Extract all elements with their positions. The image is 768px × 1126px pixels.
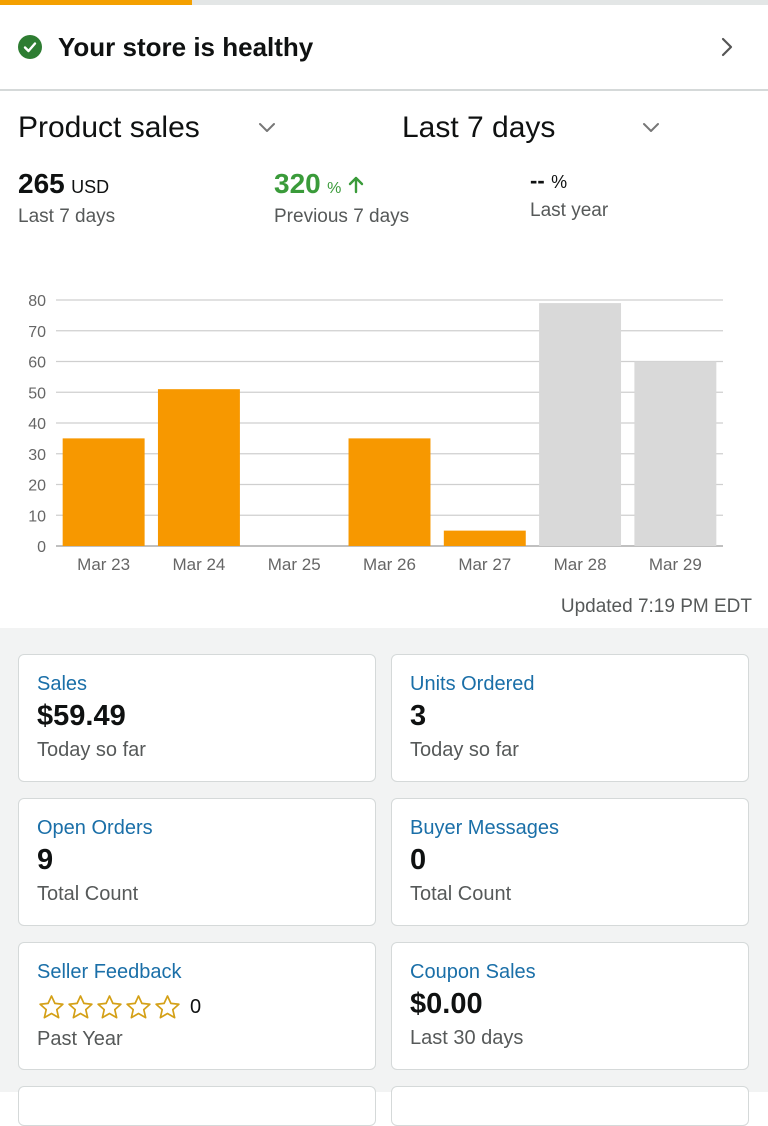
metrics-area: Sales $59.49 Today so far Units Ordered …: [0, 628, 768, 1126]
card-title: Open Orders: [37, 817, 153, 839]
star-outline-icon: [68, 994, 93, 1018]
sales-card[interactable]: Sales $59.49 Today so far: [18, 654, 376, 782]
loading-progress-bar: [0, 0, 768, 5]
arrow-up-icon: [348, 176, 364, 194]
date-range-dropdown-label: Last 7 days: [402, 111, 556, 144]
stat-previous-value: 320: [274, 168, 321, 199]
units-ordered-card[interactable]: Units Ordered 3 Today so far: [391, 654, 749, 782]
stat-last-year: -- % Last year: [530, 168, 608, 222]
star-outline-icon: [155, 994, 180, 1018]
y-tick-label: 10: [28, 508, 46, 525]
stat-previous-unit: %: [327, 180, 342, 197]
card-title: Seller Feedback: [37, 961, 182, 983]
x-tick-label: Mar 26: [363, 555, 416, 574]
star-rating: 0: [37, 990, 357, 1024]
card-value: 9: [37, 844, 54, 876]
y-tick-label: 80: [28, 293, 46, 310]
chevron-down-icon: [643, 123, 659, 132]
stat-previous: 320 % Previous 7 days: [274, 168, 409, 228]
progress-fill: [0, 0, 192, 5]
card-title: Units Ordered: [410, 673, 535, 695]
stat-previous-label: Previous 7 days: [274, 206, 410, 227]
stat-current-value: 265: [18, 168, 65, 199]
stat-last-year-value: --: [530, 168, 545, 193]
stat-last-year-unit: %: [551, 172, 568, 192]
bar: [62, 438, 145, 546]
x-tick-label: Mar 29: [649, 555, 702, 574]
card-subtitle: Total Count: [410, 883, 512, 905]
y-tick-label: 40: [28, 416, 46, 433]
card-title: Sales: [37, 673, 88, 695]
card-value: 0: [410, 844, 427, 876]
x-tick-label: Mar 27: [458, 555, 511, 574]
y-tick-label: 20: [28, 478, 46, 495]
coupon-sales-card[interactable]: Coupon Sales $0.00 Last 30 days: [391, 942, 749, 1070]
next-card-partial[interactable]: [18, 1086, 376, 1126]
x-tick-label: Mar 24: [172, 555, 225, 574]
card-subtitle: Today so far: [410, 739, 519, 761]
sales-summary: 265 USD Last 7 days 320 % Previous 7 day…: [0, 168, 768, 238]
x-tick-label: Mar 25: [268, 555, 321, 574]
star-outline-icon: [126, 994, 151, 1018]
metric-dropdown[interactable]: Product sales: [18, 104, 288, 152]
feedback-count: 0: [190, 995, 202, 1018]
bar: [348, 438, 431, 546]
card-subtitle: Total Count: [37, 883, 139, 905]
next-card-partial[interactable]: [391, 1086, 749, 1126]
check-circle-icon: [18, 35, 42, 59]
x-tick-label: Mar 23: [77, 555, 130, 574]
card-subtitle: Today so far: [37, 739, 146, 761]
date-range-dropdown[interactable]: Last 7 days: [402, 104, 672, 152]
bar: [539, 303, 622, 546]
sales-bar-chart: 0 10 20 30 40 50 60 70 80 Mar 23 Mar 24 Mar 25 Mar 2…: [0, 285, 768, 585]
star-outline-icon: [97, 994, 122, 1018]
chevron-right-icon[interactable]: [714, 34, 740, 60]
store-health-title: Your store is healthy: [58, 31, 314, 62]
x-tick-label: Mar 28: [554, 555, 607, 574]
sales-bar-chart-svg: 0 10 20 30 40 50 60 70 80 Mar 23 Mar 24 Mar 25 Mar 2…: [28, 293, 723, 574]
y-tick-label: 0: [37, 539, 46, 556]
y-tick-label: 60: [28, 355, 46, 372]
stat-current-label: Last 7 days: [18, 206, 116, 227]
y-tick-label: 30: [28, 447, 46, 464]
report-selectors: Product sales Last 7 days: [0, 104, 768, 152]
card-title: Buyer Messages: [410, 817, 559, 839]
bar: [443, 530, 526, 546]
buyer-messages-card[interactable]: Buyer Messages 0 Total Count: [391, 798, 749, 926]
y-tick-label: 50: [28, 385, 46, 402]
bar: [634, 361, 717, 546]
open-orders-card[interactable]: Open Orders 9 Total Count: [18, 798, 376, 926]
stat-last-year-label: Last year: [530, 200, 609, 221]
updated-timestamp: Updated 7:19 PM EDT: [560, 596, 752, 617]
metric-dropdown-label: Product sales: [18, 111, 200, 144]
y-tick-label: 70: [28, 324, 46, 341]
card-title: Coupon Sales: [410, 961, 536, 983]
chevron-down-icon: [259, 123, 275, 132]
stat-current-unit: USD: [71, 177, 110, 197]
stat-current: 265 USD Last 7 days: [18, 168, 115, 228]
bar: [157, 389, 240, 546]
card-subtitle: Last 30 days: [410, 1027, 524, 1049]
card-value: $0.00: [410, 988, 483, 1020]
store-health-banner[interactable]: Your store is healthy: [0, 5, 768, 91]
card-subtitle: Past Year: [37, 1028, 123, 1050]
card-value: 3: [410, 700, 427, 732]
seller-feedback-card[interactable]: Seller Feedback 0 Past Year: [18, 942, 376, 1070]
star-outline-icon: [39, 994, 64, 1018]
card-value: $59.49: [37, 700, 126, 732]
